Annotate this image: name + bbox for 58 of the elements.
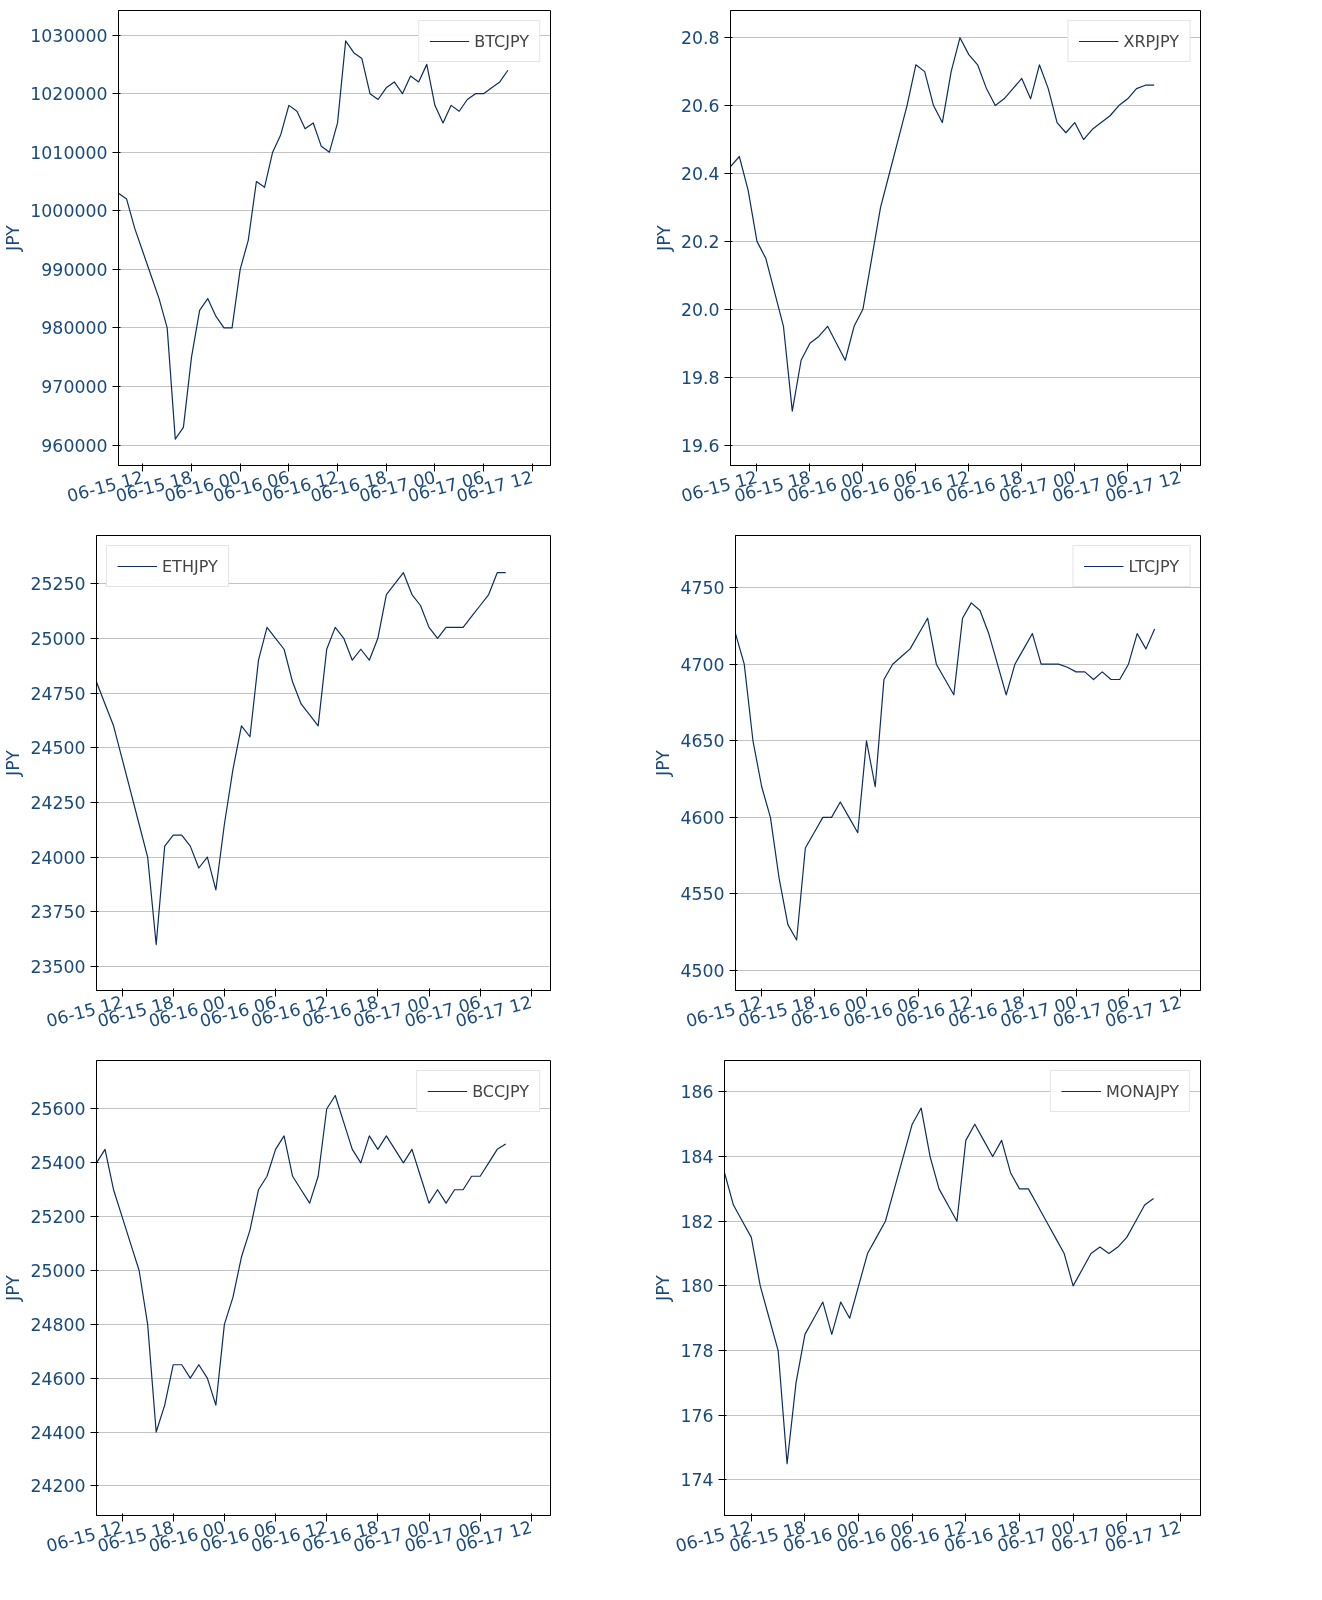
y-tick-label: 25200 — [30, 1207, 86, 1228]
y-tick-label: 990000 — [41, 259, 108, 280]
y-axis-title: JPY — [3, 1274, 24, 1302]
legend-label: XRPJPY — [1123, 31, 1179, 51]
y-tick-label: 4650 — [680, 731, 725, 752]
y-tick-label: 20.8 — [680, 28, 720, 49]
y-tick-label: 24600 — [30, 1368, 86, 1389]
y-tick-label: 1030000 — [30, 25, 108, 46]
y-tick-label: 4500 — [680, 961, 725, 982]
y-tick-label: 20.2 — [680, 231, 720, 252]
y-tick-label: 980000 — [41, 318, 108, 339]
y-tick-label: 23500 — [30, 956, 86, 977]
y-tick-label: 25000 — [30, 1261, 86, 1281]
y-tick-label: 174 — [680, 1470, 714, 1491]
y-tick-label: 4700 — [680, 654, 725, 675]
y-tick-label: 25250 — [30, 574, 86, 595]
y-tick-label: 1020000 — [30, 84, 108, 105]
y-tick-label: 25000 — [30, 628, 86, 649]
y-tick-label: 19.8 — [680, 367, 720, 388]
y-tick-label: 24000 — [30, 847, 86, 868]
y-tick-label: 1010000 — [30, 142, 108, 163]
y-tick-label: 24800 — [30, 1314, 86, 1335]
y-tick-label: 178 — [680, 1341, 714, 1362]
y-axis-title: JPY — [653, 224, 674, 252]
y-tick-label: 25600 — [30, 1099, 86, 1120]
legend-label: BCCJPY — [472, 1081, 529, 1101]
y-tick-label: 20.6 — [680, 96, 720, 117]
y-tick-label: 186 — [680, 1082, 714, 1103]
legend-label: MONAJPY — [1105, 1081, 1179, 1101]
y-axis-title: JPY — [653, 1274, 674, 1302]
y-axis-title: JPY — [653, 749, 674, 777]
y-tick-label: 182 — [680, 1211, 714, 1232]
y-tick-label: 4600 — [680, 807, 725, 828]
y-tick-label: 25400 — [30, 1153, 86, 1174]
y-tick-label: 180 — [680, 1276, 714, 1297]
y-tick-label: 20.4 — [680, 163, 720, 184]
y-axis-title: JPY — [3, 749, 24, 777]
y-tick-label: 24400 — [30, 1422, 86, 1443]
y-tick-label: 960000 — [41, 435, 108, 456]
y-tick-label: 24200 — [30, 1476, 86, 1497]
y-tick-label: 184 — [680, 1147, 714, 1168]
y-axis-title: JPY — [3, 224, 24, 252]
line-series — [724, 1107, 1155, 1465]
legend-label: BTCJPY — [474, 31, 529, 51]
y-tick-label: 970000 — [41, 376, 108, 397]
y-tick-label: 19.6 — [680, 435, 720, 456]
legend-label: LTCJPY — [1128, 556, 1179, 576]
y-tick-label: 24250 — [30, 792, 86, 813]
y-tick-label: 20.0 — [680, 299, 720, 320]
y-tick-label: 1000000 — [30, 201, 108, 222]
y-tick-label: 176 — [680, 1405, 714, 1426]
y-tick-label: 4550 — [680, 884, 725, 905]
line-series — [735, 602, 1156, 941]
y-tick-label: 24500 — [30, 738, 86, 759]
y-tick-label: 4750 — [680, 578, 725, 599]
legend-label: ETHJPY — [162, 556, 218, 576]
y-tick-label: 24750 — [30, 683, 86, 704]
y-tick-label: 23750 — [30, 902, 86, 923]
